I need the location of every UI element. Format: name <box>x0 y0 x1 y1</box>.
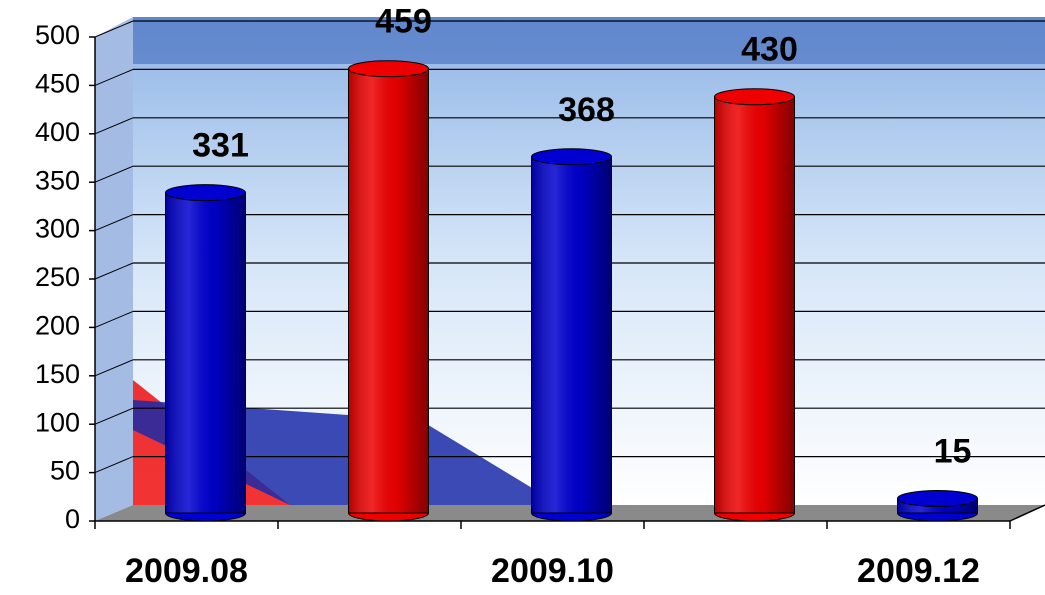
y-tick-label: 250 <box>35 262 80 292</box>
bar-cap <box>531 148 612 166</box>
grid-line-side <box>94 117 134 135</box>
y-tick-label: 350 <box>35 165 80 195</box>
value-label: 368 <box>558 91 615 129</box>
value-label: 15 <box>934 432 972 470</box>
x-tick-label: 2009.10 <box>491 552 614 590</box>
y-tick-label: 50 <box>50 456 80 486</box>
y-tick-label: 500 <box>35 20 80 50</box>
y-tick-label: 100 <box>35 407 80 437</box>
grid-line-side <box>94 359 134 377</box>
grid-line-side <box>94 165 134 183</box>
value-label: 430 <box>741 31 798 69</box>
floor-edge <box>1009 504 1045 522</box>
grid-line-side <box>94 68 134 86</box>
wall-band <box>133 17 1045 64</box>
value-label: 331 <box>192 127 249 165</box>
x-tick-label: 2009.12 <box>857 552 980 590</box>
y-tick-label: 200 <box>35 311 80 341</box>
grid-line-side <box>94 310 134 328</box>
bar-shade <box>714 96 795 514</box>
bar-cap <box>348 60 429 78</box>
grid-line-side <box>94 456 134 474</box>
x-tick-label: 2009.08 <box>125 552 248 590</box>
bar-cap <box>714 88 795 106</box>
y-tick-label: 450 <box>35 69 80 99</box>
grid-line-side <box>94 262 134 280</box>
y-tick-label: 150 <box>35 359 80 389</box>
bar-shade <box>531 156 612 514</box>
y-tick-label: 400 <box>35 117 80 147</box>
side-wall <box>95 17 133 521</box>
y-tick-label: 300 <box>35 214 80 244</box>
grid-line-side <box>94 214 134 232</box>
y-tick-label: 0 <box>65 504 80 534</box>
bar-cap <box>165 184 246 202</box>
grid-line-side <box>94 407 134 425</box>
bar-shade <box>165 192 246 514</box>
grid-line-side <box>94 20 134 38</box>
bar-shade <box>348 68 429 514</box>
value-label: 459 <box>375 3 432 41</box>
bar-cap <box>897 489 978 507</box>
